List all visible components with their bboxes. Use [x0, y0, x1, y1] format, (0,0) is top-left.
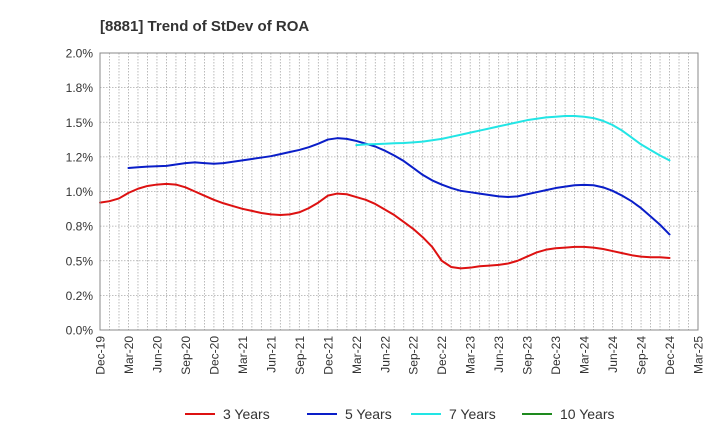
series-line-5-years [127, 137, 671, 236]
y-axis: 0.0% 0.2% 0.5% 0.8% 1.0% 1.2% 1.5% 1.8% 2.0% [66, 47, 94, 338]
x-tick-label: Sep-22 [407, 336, 421, 375]
x-tick-label: Jun-22 [378, 336, 392, 373]
y-tick-label: 0.2% [66, 289, 94, 303]
chart-title: [8881] Trend of StDev of ROA [100, 18, 309, 35]
x-tick-label: Sep-24 [635, 336, 649, 375]
x-tick-label: Jun-21 [264, 336, 278, 373]
x-tick-label: Jun-23 [492, 336, 506, 373]
x-tick-label: Dec-21 [321, 336, 335, 375]
x-tick-label: Sep-21 [293, 336, 307, 375]
x-tick-label: Dec-24 [663, 336, 677, 375]
x-tick-label: Sep-20 [179, 336, 193, 375]
x-tick-label: Mar-21 [236, 336, 250, 374]
x-axis: Dec-19 Mar-20 Jun-20 Sep-20 Dec-20 Mar-21 Jun-… [94, 336, 706, 375]
x-tick-label: Dec-20 [207, 336, 221, 375]
x-tick-label: Dec-23 [549, 336, 563, 375]
legend-label-7-years: 7 Years [449, 406, 496, 422]
x-tick-label: Sep-23 [521, 336, 535, 375]
x-tick-label: Dec-19 [94, 336, 108, 375]
plot-border [99, 52, 699, 331]
y-tick-label: 0.8% [66, 220, 94, 234]
x-tick-label: Mar-23 [464, 336, 478, 374]
x-tick-label: Mar-24 [578, 336, 592, 374]
x-tick-label: Mar-22 [350, 336, 364, 374]
legend: 3 Years 5 Years 7 Years 10 Years [185, 406, 615, 422]
y-tick-label: 0.0% [66, 324, 94, 338]
legend-label-10-years: 10 Years [560, 406, 615, 422]
y-tick-label: 1.0% [66, 185, 94, 199]
x-tick-label: Mar-25 [692, 336, 706, 374]
x-tick-label: Jun-24 [606, 336, 620, 373]
legend-label-3-years: 3 Years [223, 406, 270, 422]
y-tick-label: 1.2% [66, 150, 94, 164]
y-tick-label: 0.5% [66, 254, 94, 268]
series-line-3-years [99, 182, 671, 270]
series-line-7-years [355, 115, 671, 162]
y-tick-label: 1.5% [66, 116, 94, 130]
series-lines [99, 115, 671, 270]
x-tick-label: Dec-22 [435, 336, 449, 375]
x-tick-label: Jun-20 [150, 336, 164, 373]
x-tick-label: Mar-20 [122, 336, 136, 374]
legend-label-5-years: 5 Years [345, 406, 392, 422]
y-tick-label: 1.8% [66, 81, 94, 95]
y-tick-label: 2.0% [66, 47, 94, 61]
